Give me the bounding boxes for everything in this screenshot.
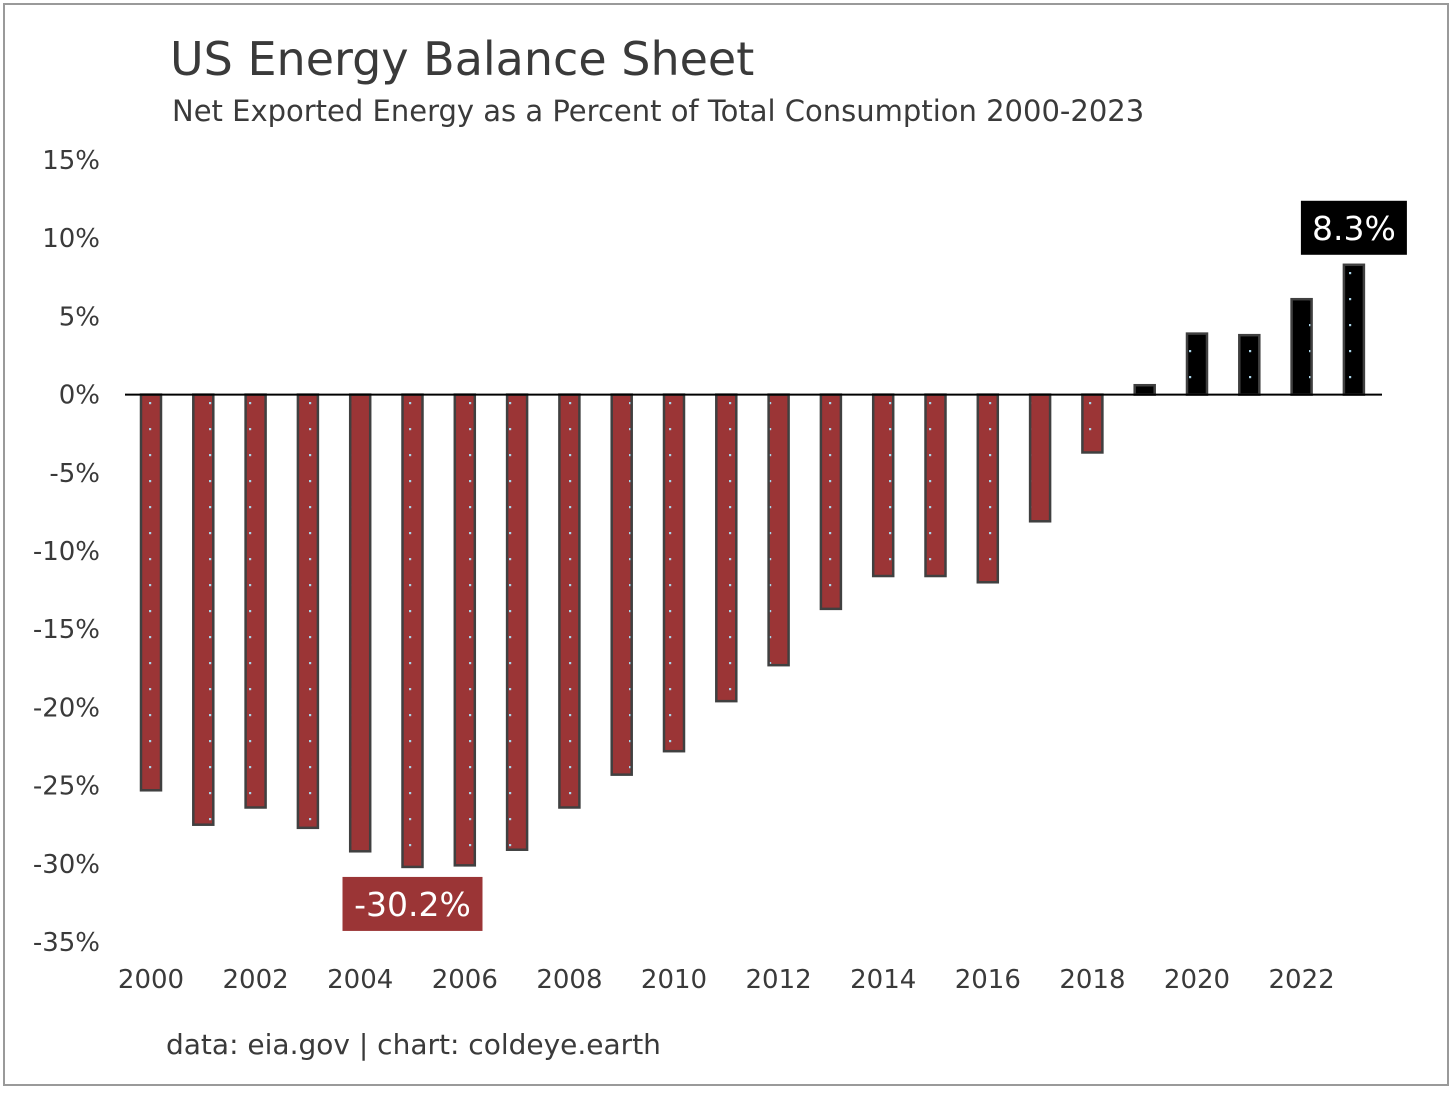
- bar-2013: [819, 393, 843, 611]
- callout-label: 8.3%: [1312, 209, 1396, 248]
- x-axis-ticks: 2000 2002 2004 2006 2008 2010 2012 2014 2016 2018…: [118, 965, 1335, 995]
- bar-2002: [244, 393, 267, 809]
- bar-2008: [558, 393, 581, 809]
- y-tick-label: -30%: [33, 850, 100, 880]
- bar-2007: [505, 393, 529, 851]
- x-tick-label: 2014: [850, 965, 916, 995]
- callouts: -30.2% 8.3%: [342, 200, 1407, 931]
- bar-2017: [1028, 393, 1052, 523]
- bar-2014: [871, 393, 895, 578]
- x-tick-label: 2012: [746, 965, 812, 995]
- y-axis-ticks: 15% 10% 5% 0% -5% -10% -15% -20% -25% -30% -35%: [33, 146, 100, 958]
- x-tick-label: 2016: [955, 965, 1021, 995]
- callout-box: [1300, 200, 1407, 255]
- bar-2004: [348, 393, 372, 853]
- y-tick-label: 15%: [42, 146, 100, 176]
- y-tick-label: -25%: [33, 772, 100, 802]
- bars: [139, 263, 1366, 869]
- callout-2023: 8.3%: [1300, 200, 1407, 255]
- callout-2005: -30.2%: [342, 876, 483, 931]
- bar-2006: [453, 393, 477, 867]
- chart-title: US Energy Balance Sheet: [170, 32, 755, 86]
- bar-2010: [662, 393, 686, 753]
- bar-2020: [1185, 332, 1209, 396]
- bar-2001: [192, 393, 215, 826]
- x-tick-label: 2018: [1059, 965, 1125, 995]
- bar-2022: [1290, 297, 1313, 396]
- bar-2012: [767, 393, 790, 667]
- x-tick-label: 2000: [118, 965, 184, 995]
- bar-2009: [610, 393, 633, 776]
- callout-label: -30.2%: [354, 885, 471, 924]
- callout-box: [342, 876, 483, 931]
- x-tick-label: 2020: [1164, 965, 1230, 995]
- x-tick-label: 2010: [641, 965, 707, 995]
- x-tick-label: 2002: [223, 965, 289, 995]
- bar-2016: [976, 393, 1000, 584]
- y-tick-label: 10%: [42, 224, 100, 254]
- source-credit: data: eia.gov | chart: coldeye.earth: [166, 1028, 661, 1061]
- bar-2003: [296, 393, 320, 830]
- x-tick-label: 2006: [432, 965, 498, 995]
- y-tick-label: -15%: [33, 615, 100, 645]
- bar-2011: [715, 393, 738, 703]
- x-tick-label: 2008: [536, 965, 602, 995]
- bar-2000: [139, 393, 163, 792]
- bar-2015: [924, 393, 947, 578]
- y-tick-label: 0%: [59, 381, 100, 411]
- y-tick-label: -10%: [33, 537, 100, 567]
- bar-2019: [1133, 383, 1156, 396]
- bar-2005: [401, 393, 424, 869]
- bar-2021: [1238, 333, 1261, 396]
- y-tick-label: -5%: [49, 459, 100, 489]
- y-tick-label: -20%: [33, 693, 100, 723]
- y-tick-label: -35%: [33, 928, 100, 958]
- x-tick-label: 2004: [327, 965, 393, 995]
- bar-2018: [1081, 393, 1104, 454]
- y-tick-label: 5%: [59, 302, 100, 332]
- chart-subtitle: Net Exported Energy as a Percent of Tota…: [172, 94, 1145, 128]
- bar-2023: [1342, 263, 1366, 396]
- x-tick-label: 2022: [1269, 965, 1335, 995]
